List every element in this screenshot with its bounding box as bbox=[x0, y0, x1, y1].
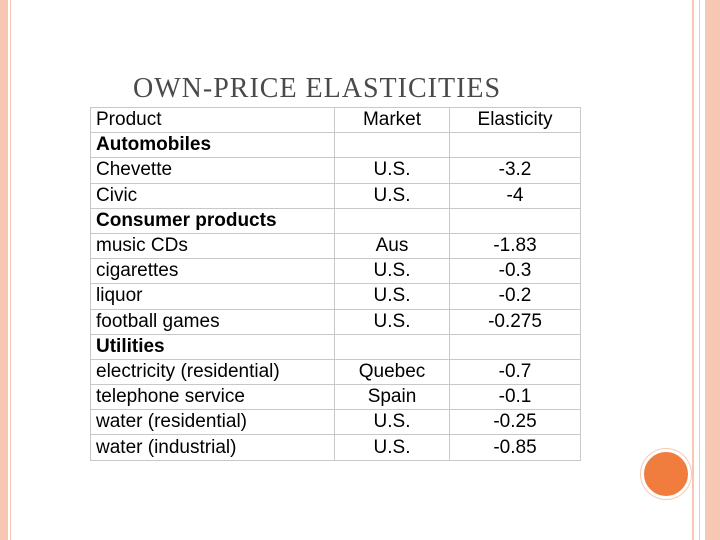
product-cell: water (residential) bbox=[90, 409, 335, 436]
elasticity-cell: -0.2 bbox=[449, 283, 581, 310]
header-elasticity: Elasticity bbox=[449, 106, 581, 134]
market-cell bbox=[334, 132, 450, 159]
table-header-row: Product Market Elasticity bbox=[90, 106, 581, 134]
right-border-line bbox=[699, 0, 700, 540]
decorative-circle bbox=[641, 449, 691, 499]
product-cell: cigarettes bbox=[90, 258, 335, 285]
market-cell bbox=[334, 333, 450, 360]
right-border-line bbox=[692, 0, 694, 540]
product-cell: football games bbox=[90, 308, 335, 335]
market-cell: Spain bbox=[334, 384, 450, 411]
market-cell: Quebec bbox=[334, 358, 450, 386]
market-cell: U.S. bbox=[334, 157, 450, 184]
table-section-row: Consumer products bbox=[90, 207, 581, 234]
product-cell: liquor bbox=[90, 283, 335, 310]
elasticity-cell: -0.85 bbox=[449, 434, 581, 461]
table-row: music CDs Aus -1.83 bbox=[90, 232, 581, 260]
slide-title: OWN-PRICE ELASTICITIES bbox=[133, 73, 502, 104]
product-cell: Civic bbox=[90, 182, 335, 209]
table-row: liquor U.S. -0.2 bbox=[90, 283, 581, 310]
product-cell: electricity (residential) bbox=[90, 358, 335, 386]
product-cell: telephone service bbox=[90, 384, 335, 411]
market-cell: U.S. bbox=[334, 308, 450, 335]
market-cell: U.S. bbox=[334, 434, 450, 461]
header-market: Market bbox=[334, 106, 450, 134]
market-cell: U.S. bbox=[334, 409, 450, 436]
product-cell: Chevette bbox=[90, 157, 335, 184]
elasticity-cell: -0.275 bbox=[449, 308, 581, 335]
table-row: cigarettes U.S. -0.3 bbox=[90, 258, 581, 285]
table-row: Civic U.S. -4 bbox=[90, 182, 581, 209]
table-row: football games U.S. -0.275 bbox=[90, 308, 581, 335]
table-row: Chevette U.S. -3.2 bbox=[90, 157, 581, 184]
elasticity-cell bbox=[449, 207, 581, 234]
elasticity-cell: -0.1 bbox=[449, 384, 581, 411]
market-cell: U.S. bbox=[334, 182, 450, 209]
elasticity-cell: -0.3 bbox=[449, 258, 581, 285]
market-cell: Aus bbox=[334, 232, 450, 260]
table-row: water (industrial) U.S. -0.85 bbox=[90, 434, 581, 461]
market-cell: U.S. bbox=[334, 258, 450, 285]
left-border-bar bbox=[0, 0, 8, 540]
elasticity-cell: -3.2 bbox=[449, 157, 581, 184]
elasticity-cell bbox=[449, 333, 581, 360]
product-cell: Utilities bbox=[90, 333, 335, 360]
market-cell: U.S. bbox=[334, 283, 450, 310]
elasticity-cell: -0.7 bbox=[449, 358, 581, 386]
product-cell: music CDs bbox=[90, 232, 335, 260]
elasticity-cell: -4 bbox=[449, 182, 581, 209]
header-product: Product bbox=[90, 106, 335, 134]
table-row: telephone service Spain -0.1 bbox=[90, 384, 581, 411]
table-section-row: Automobiles bbox=[90, 132, 581, 159]
left-border-line bbox=[10, 0, 11, 540]
market-cell bbox=[334, 207, 450, 234]
product-cell: Automobiles bbox=[90, 132, 335, 159]
table-section-row: Utilities bbox=[90, 333, 581, 360]
product-cell: water (industrial) bbox=[90, 434, 335, 461]
elasticity-cell bbox=[449, 132, 581, 159]
elasticity-table: Product Market Elasticity Automobiles Che… bbox=[90, 106, 581, 461]
elasticity-cell: -1.83 bbox=[449, 232, 581, 260]
table-row: electricity (residential) Quebec -0.7 bbox=[90, 358, 581, 386]
product-cell: Consumer products bbox=[90, 207, 335, 234]
elasticity-cell: -0.25 bbox=[449, 409, 581, 436]
right-border-bar bbox=[705, 0, 720, 540]
table-row: water (residential) U.S. -0.25 bbox=[90, 409, 581, 436]
